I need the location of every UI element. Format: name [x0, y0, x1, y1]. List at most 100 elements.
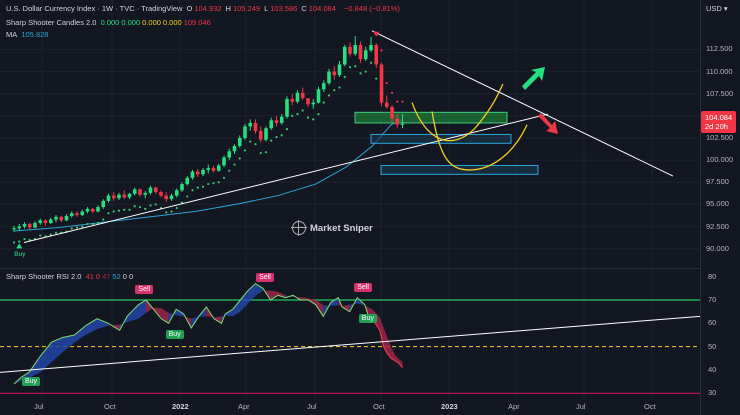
trendline-drawings[interactable]: [0, 30, 701, 373]
trail-dot: [23, 237, 26, 241]
trail-dot: [217, 181, 220, 184]
ma-name: MA: [6, 30, 18, 39]
rsi-fill-segment: [146, 300, 154, 313]
candle-body: [395, 118, 400, 125]
trail-dot: [39, 234, 42, 237]
trail-dot: [238, 157, 241, 160]
trail-dot: [396, 100, 399, 103]
trail-dot: [91, 222, 94, 226]
rsi-fill-segment: [127, 304, 139, 323]
trail-dot: [170, 210, 173, 213]
sell-triangle-icon: [373, 31, 380, 37]
trail-dot: [222, 176, 226, 179]
indicator-legend-candles[interactable]: Sharp Shooter Candles 2.0 0.000 0.000 0.00…: [6, 18, 215, 27]
trail-dot: [70, 227, 73, 230]
rsi-fill-segment: [315, 300, 324, 317]
projection-path-up: [411, 83, 504, 142]
arrow-up-icon: [522, 67, 545, 90]
candle-body: [174, 190, 179, 196]
price-tick-label: 100.000: [706, 155, 734, 165]
target-zone-green: [354, 111, 508, 124]
candle-body: [127, 193, 132, 198]
ohlc-o: O 104.932: [187, 4, 224, 13]
projection-path-down: [431, 111, 528, 171]
symbol-title[interactable]: U.S. Dollar Currency Index · 1W · TVC · …: [6, 4, 183, 13]
rsi-buy-label: Buy: [358, 313, 377, 323]
ohlc-key: H: [225, 4, 231, 13]
candle-body: [185, 177, 190, 185]
price-tick-label: 90.000: [706, 243, 729, 253]
candle-body: [379, 64, 384, 103]
candle-body: [80, 211, 85, 216]
rsi-fill-segment: [391, 347, 395, 361]
last-price-tag: 104.084 2d 20h: [701, 111, 737, 133]
trail-dot: [338, 86, 341, 89]
trail-dot: [249, 140, 252, 143]
rsi-sell-label: Sell: [135, 285, 154, 294]
rsi-fill-segment: [232, 300, 241, 317]
trail-dot: [102, 218, 105, 221]
candle-body: [106, 195, 111, 201]
candle-body: [353, 45, 358, 54]
ma-value: 105.828: [21, 30, 49, 39]
indicator-value: 0.000: [121, 18, 141, 27]
rsi-tick-label: 70: [708, 295, 717, 304]
trail-dot: [128, 208, 131, 211]
trail-dot: [306, 116, 310, 119]
candle-body: [85, 208, 90, 212]
trail-dot: [390, 91, 394, 94]
candle-body: [237, 138, 242, 146]
candle-body: [390, 107, 394, 119]
trail-dot: [212, 182, 215, 185]
trail-dot: [312, 118, 315, 121]
rsi-fill-segment: [330, 297, 339, 306]
currency-selector[interactable]: USD ▾: [706, 4, 728, 13]
trail-dot: [280, 134, 283, 137]
rsi-fill-segment: [240, 290, 248, 312]
rsi-fill-segment: [63, 335, 75, 352]
trail-dot: [18, 240, 21, 243]
time-tick-label: 2023: [441, 402, 458, 411]
candle-body: [400, 123, 405, 125]
candle-body: [90, 208, 95, 212]
candle-body: [279, 116, 284, 123]
ohlc-value: 104.084: [308, 4, 336, 13]
candle-body: [138, 189, 142, 195]
price-tick-label: 112.500: [706, 44, 733, 54]
candle-body: [258, 130, 263, 140]
indicator-name: Sharp Shooter Candles 2.0: [6, 18, 97, 27]
indicator-legend-ma[interactable]: MA 105.828: [6, 30, 50, 39]
candle-body: [222, 157, 226, 166]
rsi-value: 0: [128, 272, 134, 281]
candle-body: [143, 192, 148, 195]
rsi-tick-label: 60: [708, 318, 717, 328]
candle-body: [159, 192, 163, 196]
trail-dot: [133, 205, 136, 208]
candle-body: [117, 194, 121, 199]
trail-dot: [233, 163, 236, 166]
rsi-tick-label: 50: [708, 341, 717, 351]
ohlc-key: L: [264, 4, 269, 13]
indicator-legend-rsi[interactable]: Sharp Shooter RSI 2.0 41 0 47 52 0 0: [6, 272, 137, 281]
rsi-sell-label: Sell: [354, 282, 372, 292]
candle-body: [33, 223, 37, 228]
trail-dot: [165, 211, 168, 214]
rsi-line-up: [13, 283, 373, 385]
candle-body: [75, 213, 79, 216]
indicator-value: 0.000: [142, 18, 161, 27]
trail-dot: [348, 66, 352, 69]
candle-body: [369, 45, 373, 51]
candle-body: [348, 46, 352, 54]
trail-dot: [117, 209, 121, 212]
trail-dot: [144, 207, 147, 210]
trail-dot: [401, 100, 404, 103]
candle-body: [295, 92, 300, 102]
last-price-value: 104.084: [705, 113, 733, 122]
rsi-fill-segment: [255, 283, 263, 296]
candle-body: [285, 99, 289, 117]
trail-dot: [112, 210, 115, 213]
rsi-levels: [0, 299, 700, 394]
trail-dot: [207, 182, 210, 186]
price-tick-label: 110.000: [706, 66, 733, 76]
